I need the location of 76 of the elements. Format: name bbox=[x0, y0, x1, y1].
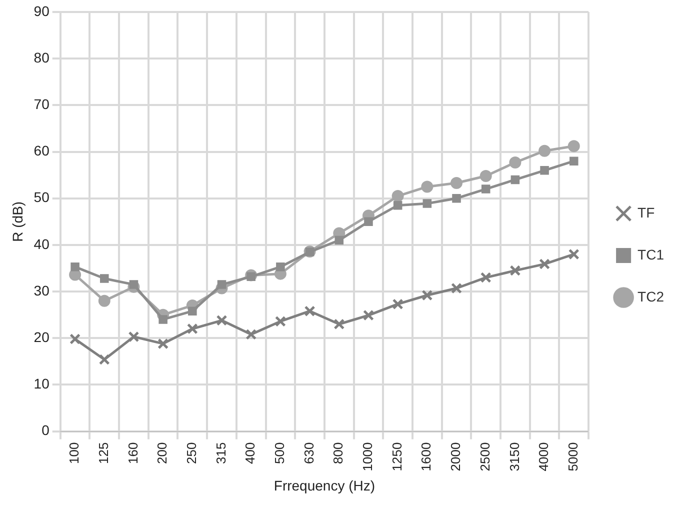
x-tick-label: 200 bbox=[154, 442, 170, 464]
legend-label: TC2 bbox=[638, 288, 664, 304]
point bbox=[188, 306, 197, 316]
x-tick-label: 5000 bbox=[565, 442, 580, 472]
point bbox=[276, 262, 285, 272]
point bbox=[422, 199, 432, 208]
point bbox=[98, 354, 110, 366]
point bbox=[568, 140, 580, 152]
point bbox=[510, 265, 521, 276]
point bbox=[510, 175, 520, 184]
point bbox=[568, 248, 580, 260]
point bbox=[274, 316, 286, 327]
x-tick-label: 1250 bbox=[389, 442, 404, 472]
point bbox=[128, 331, 140, 342]
x-axis-title: Frrequency (Hz) bbox=[274, 477, 376, 494]
x-tick-label: 800 bbox=[330, 442, 346, 464]
point bbox=[158, 315, 168, 324]
point bbox=[364, 217, 373, 226]
y-tick-label: 10 bbox=[34, 376, 50, 392]
point bbox=[481, 184, 490, 194]
point bbox=[98, 294, 110, 307]
point bbox=[334, 318, 345, 330]
y-tick-label: 30 bbox=[34, 282, 50, 298]
y-tick-label: 20 bbox=[34, 328, 50, 345]
x-tick-label: 3150 bbox=[506, 442, 522, 472]
y-tick-label: 60 bbox=[34, 142, 50, 159]
point bbox=[569, 156, 578, 166]
x-tick-label: 4000 bbox=[536, 442, 552, 472]
x-tick-label: 2000 bbox=[448, 442, 464, 472]
x-tick-label: 400 bbox=[242, 442, 258, 464]
legend-label: TF bbox=[638, 204, 655, 220]
point bbox=[334, 236, 344, 245]
x-tick-label: 250 bbox=[184, 442, 199, 464]
point bbox=[217, 280, 226, 289]
point bbox=[539, 258, 550, 270]
y-tick-label: 50 bbox=[34, 189, 50, 206]
y-tick-label: 40 bbox=[34, 236, 50, 252]
x-tick-label: 100 bbox=[66, 442, 82, 464]
point bbox=[186, 323, 198, 334]
x-tick-label: 1600 bbox=[418, 442, 434, 472]
y-tick-label: 90 bbox=[34, 2, 50, 19]
point bbox=[304, 306, 316, 317]
y-axis-title: R (dB) bbox=[9, 201, 26, 242]
point bbox=[362, 310, 374, 321]
point bbox=[538, 144, 551, 157]
point bbox=[70, 262, 80, 272]
point bbox=[100, 274, 109, 283]
x-tick-label: 125 bbox=[96, 442, 111, 464]
point bbox=[452, 194, 461, 203]
x-tick-label: 2500 bbox=[477, 442, 492, 472]
x-tick-label: 1000 bbox=[360, 442, 376, 472]
point bbox=[450, 176, 463, 189]
point bbox=[480, 272, 492, 284]
point bbox=[509, 156, 522, 168]
point bbox=[451, 282, 462, 294]
legend-label: TC1 bbox=[638, 246, 664, 262]
point bbox=[158, 338, 169, 350]
point bbox=[480, 170, 492, 182]
x-tick-label: 500 bbox=[272, 442, 288, 464]
point bbox=[393, 200, 402, 210]
point bbox=[246, 328, 257, 340]
point bbox=[392, 298, 404, 310]
x-tick-label: 315 bbox=[213, 442, 228, 464]
y-tick-label: 0 bbox=[42, 422, 50, 438]
x-tick-label: 630 bbox=[301, 442, 316, 464]
point bbox=[305, 248, 314, 256]
point bbox=[422, 290, 433, 301]
y-tick-label: 80 bbox=[34, 49, 50, 66]
point bbox=[540, 166, 549, 175]
x-tick-label: 160 bbox=[125, 442, 140, 464]
y-tick-label: 70 bbox=[34, 96, 50, 112]
point bbox=[216, 314, 228, 326]
point bbox=[70, 334, 81, 345]
point bbox=[129, 280, 138, 289]
point bbox=[421, 180, 434, 193]
point bbox=[392, 190, 404, 202]
